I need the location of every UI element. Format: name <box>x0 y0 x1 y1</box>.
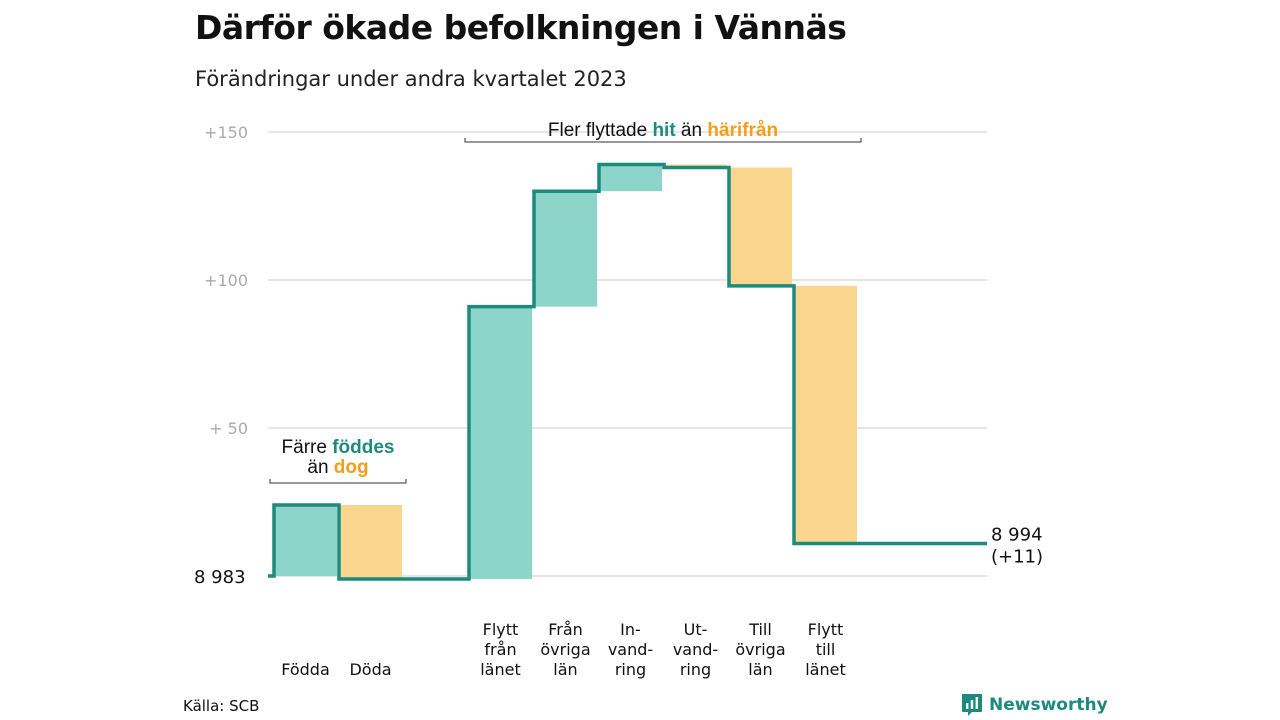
bar-doda <box>339 504 402 579</box>
category-label-flytt_fran_lanet: från <box>484 640 516 659</box>
category-label-flytt_till_lanet: Flytt <box>808 620 844 639</box>
end-value-label: 8 994 <box>991 524 1043 545</box>
annotation-migration: Fler flyttade hit än härifrån <box>548 120 778 141</box>
annotation-births-line1: Färre föddes <box>282 437 395 458</box>
annotation-bracket-births <box>269 479 407 484</box>
category-label-invandring: ring <box>615 660 646 679</box>
y-tick-label: +100 <box>204 271 248 290</box>
bar-flytt_fran_lanet <box>469 306 532 579</box>
annotation-bracket-migration <box>464 138 862 143</box>
category-label-doda: Döda <box>349 660 391 679</box>
category-label-utvandring: vand- <box>673 640 718 659</box>
bars <box>274 164 857 579</box>
category-label-utvandring: ring <box>680 660 711 679</box>
category-label-invandring: vand- <box>608 640 653 659</box>
end-change-label: (+11) <box>991 546 1043 567</box>
chart-title: Därför ökade befolkningen i Vännäs <box>195 8 847 47</box>
category-label-till_ovriga_lan: övriga <box>735 640 785 659</box>
category-label-till_ovriga_lan: Till <box>748 620 772 639</box>
category-label-flytt_fran_lanet: Flytt <box>483 620 519 639</box>
category-label-fran_ovriga_lan: län <box>553 660 577 679</box>
category-label-fodda: Födda <box>281 660 330 679</box>
value-labels: 8 994(+11) 8 983 <box>194 524 1043 588</box>
bar-invandring <box>599 164 662 192</box>
category-label-fran_ovriga_lan: Från <box>548 620 583 639</box>
category-label-flytt_till_lanet: till <box>816 640 836 659</box>
y-tick-label: + 50 <box>209 419 248 438</box>
chart-bubble-icon <box>962 694 982 716</box>
category-labels: Födda DödaFlyttfrånlänetFrånövrigalänIn-v… <box>281 620 846 679</box>
step-line-layer <box>268 162 987 581</box>
annotation-births-line2: än dog <box>307 457 368 478</box>
cumulative-step-line <box>268 162 987 581</box>
category-label-flytt_fran_lanet: länet <box>480 660 521 679</box>
start-value-label: 8 983 <box>194 567 246 588</box>
source-note: Källa: SCB <box>183 697 260 715</box>
chart-subtitle: Förändringar under andra kvartalet 2023 <box>195 67 627 91</box>
category-label-till_ovriga_lan: län <box>748 660 772 679</box>
bar-flytt_till_lanet <box>794 285 857 544</box>
category-label-fran_ovriga_lan: övriga <box>540 640 590 659</box>
bar-fodda <box>274 504 337 576</box>
bar-fran_ovriga_lan <box>534 191 597 307</box>
bar-till_ovriga_lan <box>729 167 792 286</box>
y-tick-label: +150 <box>204 123 248 142</box>
newsworthy-logo[interactable]: Newsworthy <box>961 693 1108 717</box>
category-label-invandring: In- <box>620 620 641 639</box>
category-label-utvandring: Ut- <box>684 620 708 639</box>
brand-name: Newsworthy <box>989 695 1108 715</box>
category-label-flytt_till_lanet: länet <box>805 660 846 679</box>
y-axis-ticks: + 50 +100 +150 <box>204 123 248 438</box>
